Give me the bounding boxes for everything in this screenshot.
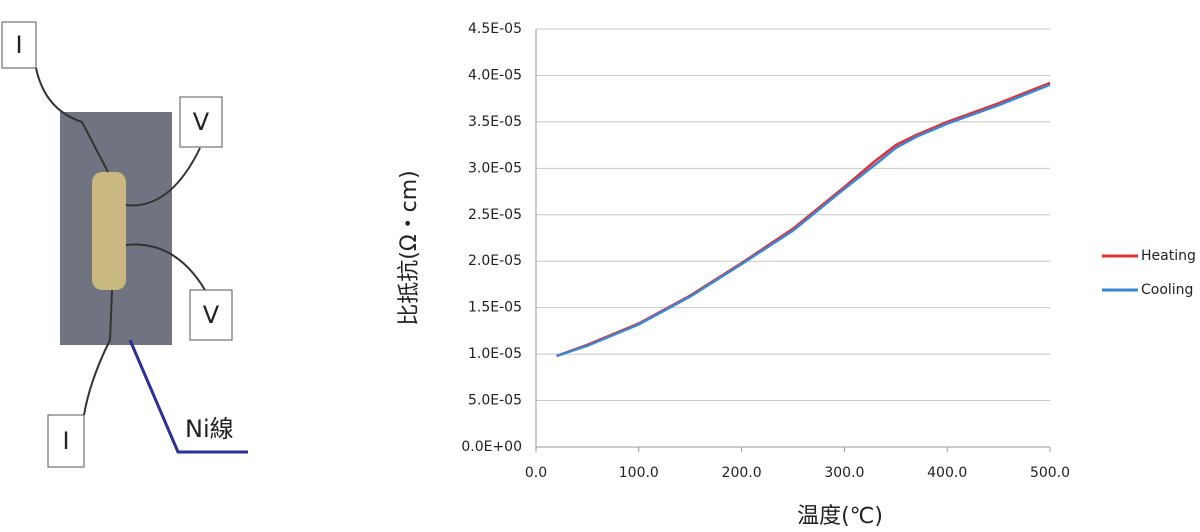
y-tick-label: 4.0E-05 — [468, 67, 522, 83]
x-tick-label: 200.0 — [722, 465, 762, 481]
x-tick-label: 100.0 — [619, 465, 659, 481]
label: V — [193, 108, 210, 136]
x-tick-label: 500.0 — [1030, 465, 1070, 481]
x-tick-label: 0.0 — [525, 465, 547, 481]
y-tick-label: 5.0E-05 — [468, 393, 522, 409]
label: I — [62, 427, 69, 455]
x-axis-label: 温度(℃) — [797, 504, 883, 529]
y-tick-label: 1.0E-05 — [468, 346, 522, 362]
y-tick-label: 0.0E+00 — [461, 439, 522, 455]
label-box — [47, 414, 85, 468]
label: V — [203, 301, 220, 329]
wires — [35, 67, 206, 416]
label: I — [15, 31, 22, 59]
series-line — [556, 83, 1051, 358]
legend-label: Cooling — [1141, 282, 1193, 298]
label-box — [189, 289, 233, 341]
label-box — [179, 96, 223, 148]
y-tick-label: 4.5E-05 — [468, 21, 522, 37]
y-tick-label: 2.5E-05 — [468, 207, 522, 223]
label-box — [1, 21, 37, 69]
y-tick-label: 3.5E-05 — [468, 114, 522, 130]
legend-label: Heating — [1141, 248, 1196, 264]
y-tick-label: 2.0E-05 — [468, 253, 522, 269]
coil — [92, 172, 126, 290]
y-tick-label: 3.0E-05 — [468, 160, 522, 176]
x-tick-label: 300.0 — [824, 465, 864, 481]
label: Ni線 — [185, 415, 234, 443]
ni-pointer — [128, 339, 248, 454]
series-line — [556, 81, 1051, 358]
y-axis-label: 比抵抗(Ω・cm) — [397, 170, 422, 326]
sample-diagram: I V V I Ni線 — [1, 21, 248, 468]
x-tick-label: 400.0 — [927, 465, 967, 481]
y-tick-label: 1.5E-05 — [468, 300, 522, 316]
